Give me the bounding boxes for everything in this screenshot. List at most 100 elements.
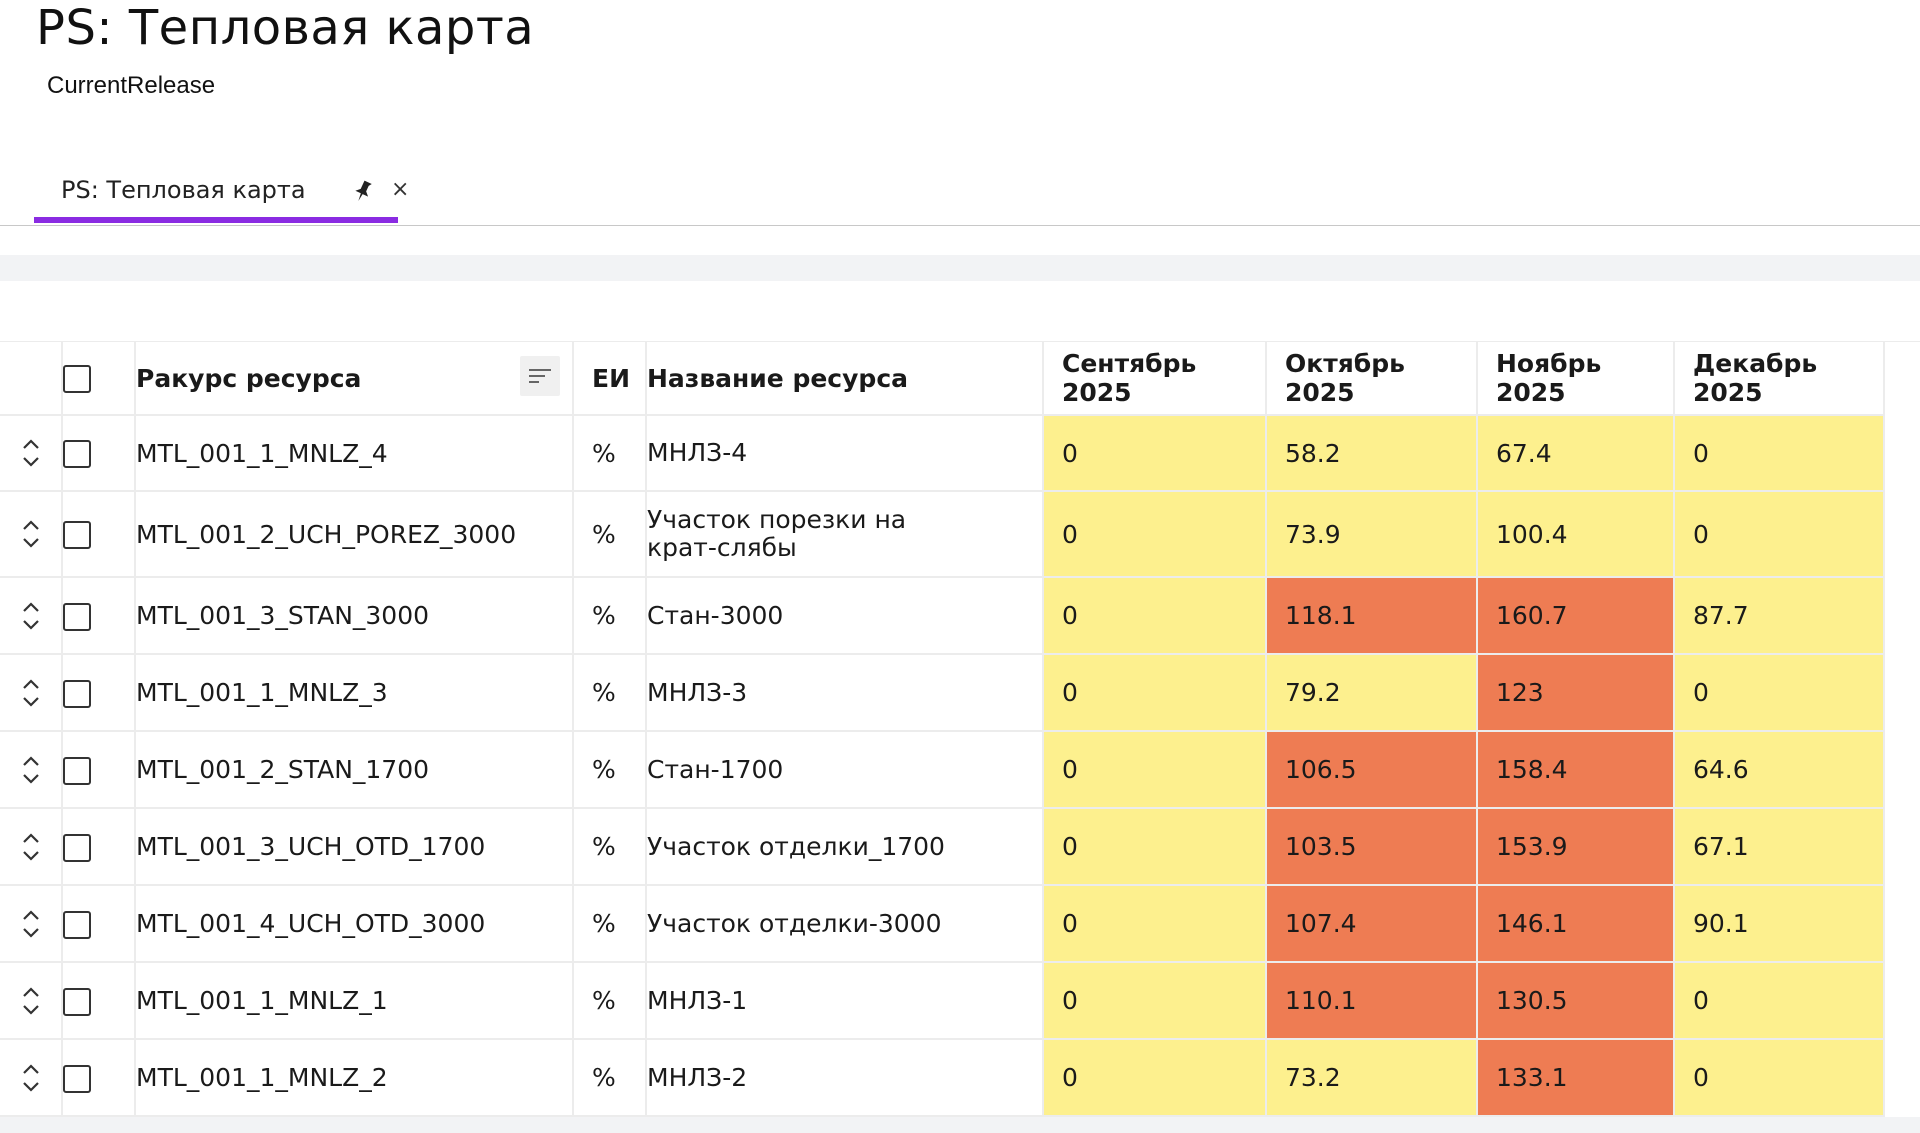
header-row: Ракурс ресурса ЕИ Название ресурса Сентя… bbox=[0, 342, 1885, 416]
toolbar-separator bbox=[0, 255, 1920, 281]
drag-handle-icon[interactable] bbox=[21, 830, 41, 864]
table-row[interactable]: MTL_001_3_STAN_3000% Стан-3000 0 118.1 160.7… bbox=[0, 577, 1885, 655]
row-checkbox[interactable] bbox=[63, 987, 91, 1016]
table-row[interactable]: MTL_001_1_MNLZ_3% МНЛЗ-3 0 79.2 123 0 bbox=[0, 654, 1885, 732]
row-checkbox[interactable] bbox=[63, 440, 91, 468]
month-value-cell[interactable]: 0 bbox=[1043, 808, 1267, 886]
month-value-cell[interactable]: 64.6 bbox=[1674, 731, 1885, 809]
row-select-cell bbox=[62, 491, 136, 578]
row-checkbox[interactable] bbox=[63, 1064, 91, 1093]
page-title: PS: Тепловая карта bbox=[36, 0, 535, 56]
resource-code-cell: MTL_001_1_MNLZ_1 bbox=[135, 962, 574, 1040]
month-value-cell[interactable]: 106.5 bbox=[1266, 731, 1478, 809]
drag-handle-icon[interactable] bbox=[21, 599, 41, 633]
month-value-cell[interactable]: 146.1 bbox=[1477, 885, 1675, 963]
month-value-cell[interactable]: 123 bbox=[1477, 654, 1675, 732]
resource-name-cell: Стан-3000 bbox=[646, 577, 1044, 655]
month-value-cell[interactable]: 79.2 bbox=[1266, 654, 1478, 732]
month-value-cell[interactable]: 87.7 bbox=[1674, 577, 1885, 655]
unit-cell: % bbox=[573, 808, 647, 886]
month-value-cell[interactable]: 160.7 bbox=[1477, 577, 1675, 655]
month-value-cell[interactable]: 118.1 bbox=[1266, 577, 1478, 655]
month-value-cell[interactable]: 90.1 bbox=[1674, 885, 1885, 963]
month-value-cell[interactable]: 100.4 bbox=[1477, 491, 1675, 578]
month-value-cell[interactable]: 67.1 bbox=[1674, 808, 1885, 886]
month-value-cell[interactable]: 0 bbox=[1043, 1039, 1267, 1117]
row-checkbox[interactable] bbox=[63, 833, 91, 862]
row-checkbox[interactable] bbox=[63, 521, 91, 549]
month-value-cell[interactable]: 0 bbox=[1043, 654, 1267, 732]
pin-icon[interactable] bbox=[352, 179, 374, 203]
month-value-cell[interactable]: 67.4 bbox=[1477, 415, 1675, 492]
column-header-month-2[interactable]: Октябрь 2025 bbox=[1266, 342, 1478, 416]
resource-code-cell: MTL_001_1_MNLZ_2 bbox=[135, 1039, 574, 1117]
row-select-cell bbox=[62, 962, 136, 1040]
resource-code-cell: MTL_001_1_MNLZ_4 bbox=[135, 415, 574, 492]
row-select-cell bbox=[62, 654, 136, 732]
unit-cell: % bbox=[573, 577, 647, 655]
month-value-cell[interactable]: 103.5 bbox=[1266, 808, 1478, 886]
unit-cell: % bbox=[573, 731, 647, 809]
row-select-cell bbox=[62, 577, 136, 655]
unit-cell: % bbox=[573, 491, 647, 578]
month-value-cell[interactable]: 73.2 bbox=[1266, 1039, 1478, 1117]
month-value-cell[interactable]: 153.9 bbox=[1477, 808, 1675, 886]
month-value-cell[interactable]: 110.1 bbox=[1266, 962, 1478, 1040]
month-value-cell[interactable]: 133.1 bbox=[1477, 1039, 1675, 1117]
sort-button[interactable] bbox=[520, 356, 560, 396]
row-checkbox[interactable] bbox=[63, 602, 91, 631]
month-value-cell[interactable]: 130.5 bbox=[1477, 962, 1675, 1040]
table-row[interactable]: MTL_001_1_MNLZ_1% МНЛЗ-1 0 110.1 130.5 0 bbox=[0, 962, 1885, 1040]
drag-handle-icon[interactable] bbox=[21, 1061, 41, 1095]
month-value-cell[interactable]: 0 bbox=[1043, 415, 1267, 492]
tab-label: PS: Тепловая карта bbox=[61, 176, 306, 204]
column-header-resource-view[interactable]: Ракурс ресурса bbox=[135, 342, 574, 416]
row-select-cell bbox=[62, 731, 136, 809]
column-header-month-4[interactable]: Декабрь 2025 bbox=[1674, 342, 1885, 416]
month-value-cell[interactable]: 0 bbox=[1043, 491, 1267, 578]
month-value-cell[interactable]: 0 bbox=[1674, 1039, 1885, 1117]
drag-column-header bbox=[0, 342, 63, 416]
row-checkbox[interactable] bbox=[63, 910, 91, 939]
resource-name-cell: МНЛЗ-4 bbox=[646, 415, 1044, 492]
month-value-cell[interactable]: 58.2 bbox=[1266, 415, 1478, 492]
drag-handle-icon[interactable] bbox=[21, 753, 41, 787]
sort-lines-icon bbox=[529, 369, 551, 383]
table-row[interactable]: MTL_001_1_MNLZ_2% МНЛЗ-2 0 73.2 133.1 0 bbox=[0, 1039, 1885, 1117]
month-value-cell[interactable]: 0 bbox=[1043, 885, 1267, 963]
table-row[interactable]: MTL_001_1_MNLZ_4% МНЛЗ-4 0 58.2 67.4 0 bbox=[0, 415, 1885, 492]
tab-heatmap[interactable]: PS: Тепловая карта × bbox=[34, 165, 409, 223]
month-value-cell[interactable]: 0 bbox=[1674, 415, 1885, 492]
month-value-cell[interactable]: 0 bbox=[1674, 654, 1885, 732]
drag-cell bbox=[0, 808, 63, 886]
drag-handle-icon[interactable] bbox=[21, 907, 41, 941]
month-value-cell[interactable]: 0 bbox=[1043, 731, 1267, 809]
drag-handle-icon[interactable] bbox=[21, 436, 41, 470]
drag-handle-icon[interactable] bbox=[21, 984, 41, 1018]
month-value-cell[interactable]: 0 bbox=[1043, 577, 1267, 655]
month-value-cell[interactable]: 107.4 bbox=[1266, 885, 1478, 963]
drag-handle-icon[interactable] bbox=[21, 517, 41, 551]
row-checkbox[interactable] bbox=[63, 756, 91, 785]
row-checkbox[interactable] bbox=[63, 679, 91, 708]
unit-cell: % bbox=[573, 962, 647, 1040]
drag-handle-icon[interactable] bbox=[21, 676, 41, 710]
month-value-cell[interactable]: 0 bbox=[1674, 491, 1885, 578]
column-header-resource-name[interactable]: Название ресурса bbox=[646, 342, 1044, 416]
column-header-month-3[interactable]: Ноябрь 2025 bbox=[1477, 342, 1675, 416]
close-icon[interactable]: × bbox=[391, 177, 410, 202]
table-row[interactable]: MTL_001_4_UCH_OTD_3000% Участок отделки-3… bbox=[0, 885, 1885, 963]
month-value-cell[interactable]: 158.4 bbox=[1477, 731, 1675, 809]
select-all-checkbox[interactable] bbox=[63, 365, 91, 393]
resource-code-cell: MTL_001_3_UCH_OTD_1700 bbox=[135, 808, 574, 886]
column-header-unit[interactable]: ЕИ bbox=[573, 342, 647, 416]
month-value-cell[interactable]: 73.9 bbox=[1266, 491, 1478, 578]
row-select-cell bbox=[62, 415, 136, 492]
column-header-month-1[interactable]: Сентябрь 2025 bbox=[1043, 342, 1267, 416]
month-value-cell[interactable]: 0 bbox=[1043, 962, 1267, 1040]
table-row[interactable]: MTL_001_2_STAN_1700% Стан-1700 0 106.5 158.4… bbox=[0, 731, 1885, 809]
drag-cell bbox=[0, 654, 63, 732]
table-row[interactable]: MTL_001_3_UCH_OTD_1700% Участок отделки_1… bbox=[0, 808, 1885, 886]
month-value-cell[interactable]: 0 bbox=[1674, 962, 1885, 1040]
table-row[interactable]: MTL_001_2_UCH_POREZ_3000% Участок порезки… bbox=[0, 491, 1885, 578]
